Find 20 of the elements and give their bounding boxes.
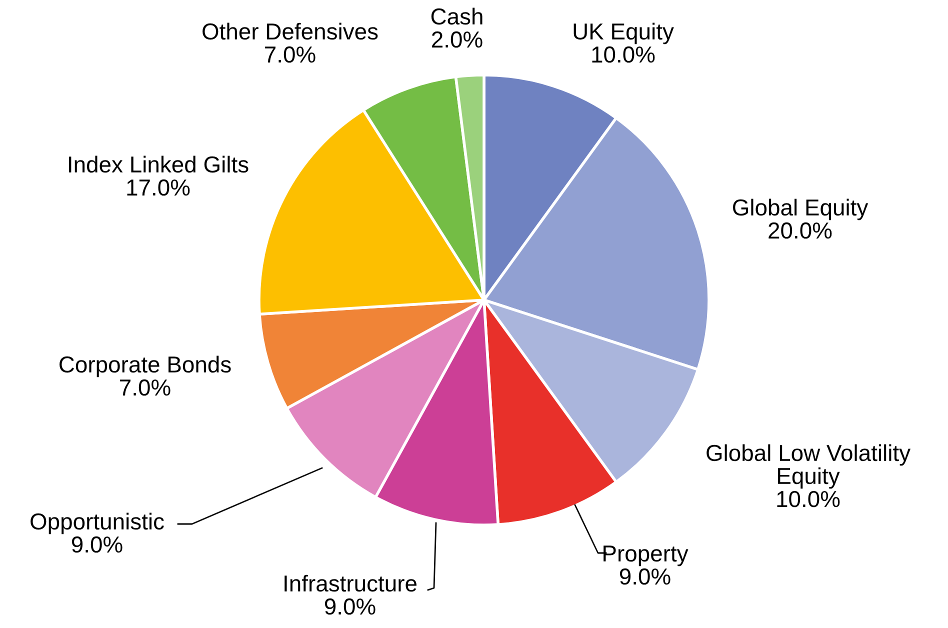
data-label: 20.0% bbox=[768, 222, 832, 239]
slice-label: Index Linked Gilts bbox=[69, 156, 248, 173]
data-label: 10.0% bbox=[777, 490, 840, 508]
slice-label: Opportunistic bbox=[30, 512, 164, 534]
slice-label: Global Low Volatility Equity bbox=[706, 444, 911, 489]
slice-label: Corporate Bonds bbox=[60, 356, 231, 378]
slice-label: Property bbox=[604, 546, 688, 566]
data-label: 7.0% bbox=[265, 46, 316, 63]
data-label: 10.0% bbox=[592, 46, 655, 63]
slice-label: Other Defensives bbox=[202, 22, 378, 40]
slice-label: Cash bbox=[431, 8, 482, 25]
data-label: 9.0% bbox=[72, 536, 122, 553]
data-label: 7.0% bbox=[120, 379, 170, 396]
data-label: 2.0% bbox=[432, 31, 482, 48]
slice-label: Global Equity bbox=[733, 198, 868, 220]
slice-label: UK Equity bbox=[574, 22, 674, 44]
data-label: 9.0% bbox=[620, 568, 670, 585]
data-label: 9.0% bbox=[324, 598, 376, 615]
slice-label: Infrastructure bbox=[284, 574, 416, 592]
data-label: 17.0% bbox=[127, 179, 190, 196]
